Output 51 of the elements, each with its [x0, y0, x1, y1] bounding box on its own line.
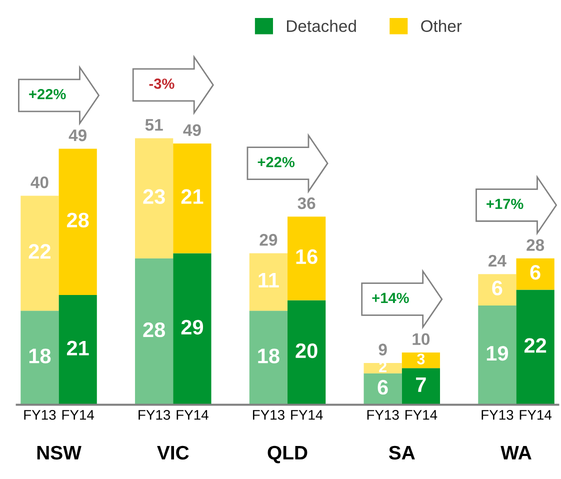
x-tick-label: FY14: [62, 410, 94, 420]
total-label: 36: [298, 197, 316, 210]
total-label: 28: [526, 239, 544, 251]
text: WA: [500, 446, 532, 460]
x-tick-label: FY13: [252, 410, 284, 420]
data-label: 6: [378, 380, 388, 395]
data-label: 7: [416, 378, 426, 392]
data-label: 18: [258, 348, 280, 364]
total-label: 9: [378, 344, 387, 356]
data-label: 22: [524, 338, 546, 353]
data-label: 23: [143, 189, 165, 204]
text: SA: [388, 446, 415, 460]
data-label: 21: [66, 340, 89, 356]
total-label: 24: [488, 254, 506, 266]
text: QLD: [268, 446, 308, 464]
text: VIC: [157, 446, 189, 460]
total-label: 29: [260, 234, 278, 246]
data-label: 18: [29, 348, 51, 364]
x-tick-label: FY13: [24, 410, 56, 420]
legend-label: Other: [421, 20, 462, 32]
data-label: 16: [296, 249, 318, 264]
total-label: 40: [30, 176, 48, 188]
data-label: 22: [28, 244, 50, 259]
annotation: +22%: [258, 156, 295, 168]
data-label: 6: [492, 280, 502, 296]
data-label: 3: [417, 354, 425, 364]
x-tick-label: FY14: [176, 410, 208, 420]
total-label: 51: [145, 119, 163, 131]
data-label: 19: [486, 346, 508, 361]
data-label: 28: [143, 322, 166, 338]
x-tick-label: FY14: [405, 410, 438, 420]
total-label: 49: [183, 124, 201, 136]
text: -3%: [149, 78, 174, 89]
data-label: 6: [530, 264, 540, 280]
x-tick-label: FY13: [367, 410, 399, 420]
data-label: 11: [258, 273, 279, 288]
data-label: 20: [296, 343, 318, 358]
annotation: +14%: [372, 292, 409, 304]
data-label: 28: [66, 212, 89, 228]
legend-label: Detached: [287, 20, 356, 32]
x-tick-label: FY13: [138, 410, 170, 420]
x-tick-label: FY13: [482, 410, 514, 420]
total-label: 49: [68, 129, 86, 142]
annotation: +17%: [486, 198, 524, 210]
x-tick-label: FY14: [291, 410, 323, 420]
x-tick-label: FY14: [520, 410, 552, 420]
text: NSW: [37, 446, 82, 460]
data-label: 29: [181, 320, 204, 335]
total-label: 10: [412, 333, 430, 346]
data-label: 21: [181, 189, 204, 204]
text: +22%: [29, 88, 66, 100]
